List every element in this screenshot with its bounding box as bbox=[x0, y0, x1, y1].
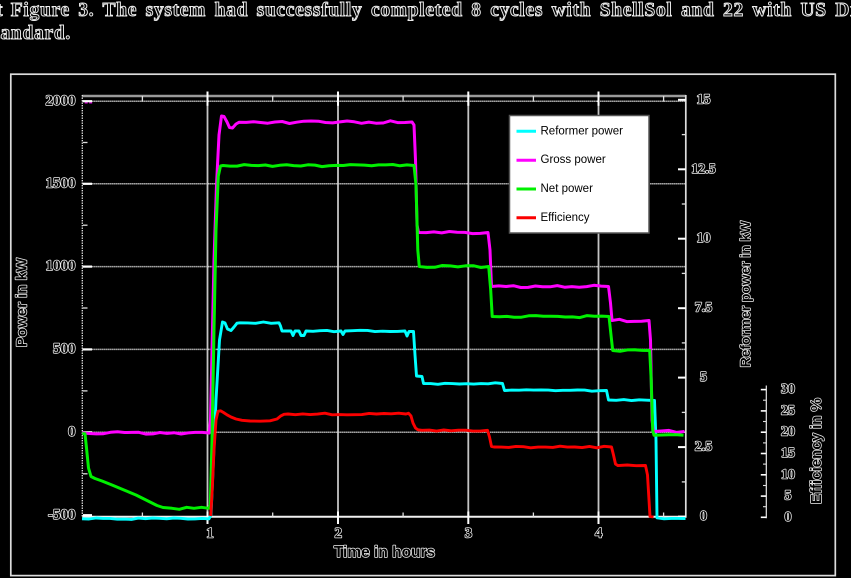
svg-text:2000: 2000 bbox=[46, 93, 76, 109]
svg-text:Power in kW: Power in kW bbox=[14, 257, 31, 347]
svg-text:500: 500 bbox=[53, 341, 76, 357]
svg-text:0: 0 bbox=[785, 510, 792, 525]
svg-text:-500: -500 bbox=[48, 507, 76, 523]
svg-text:0: 0 bbox=[700, 509, 707, 524]
svg-text:10: 10 bbox=[697, 231, 711, 246]
svg-text:Time in hours: Time in hours bbox=[334, 544, 435, 561]
svg-text:5: 5 bbox=[700, 370, 707, 385]
svg-text:Reformer power in kW: Reformer power in kW bbox=[738, 220, 753, 367]
svg-text:Efficiency in %: Efficiency in % bbox=[808, 398, 825, 504]
svg-text:5: 5 bbox=[785, 489, 792, 504]
svg-text:20: 20 bbox=[781, 425, 795, 440]
svg-text:15: 15 bbox=[781, 446, 795, 461]
svg-text:0: 0 bbox=[68, 424, 76, 440]
svg-text:1500: 1500 bbox=[46, 175, 76, 191]
svg-text:2.5: 2.5 bbox=[695, 440, 713, 455]
svg-text:Efficiency: Efficiency bbox=[541, 212, 590, 224]
svg-text:7.5: 7.5 bbox=[695, 301, 713, 316]
svg-text:3: 3 bbox=[465, 525, 473, 541]
svg-text:1: 1 bbox=[206, 525, 214, 541]
svg-text:30: 30 bbox=[781, 382, 795, 397]
svg-text:Reformer power: Reformer power bbox=[541, 125, 624, 137]
svg-text:Net power: Net power bbox=[541, 183, 594, 195]
svg-text:4: 4 bbox=[595, 525, 603, 541]
svg-text:10: 10 bbox=[781, 467, 795, 482]
svg-text:15: 15 bbox=[697, 92, 711, 107]
svg-text:Gross power: Gross power bbox=[541, 154, 606, 166]
svg-text:25: 25 bbox=[781, 403, 795, 418]
svg-text:1000: 1000 bbox=[46, 258, 76, 274]
svg-text:2: 2 bbox=[335, 525, 343, 541]
svg-text:12.5: 12.5 bbox=[691, 162, 716, 177]
